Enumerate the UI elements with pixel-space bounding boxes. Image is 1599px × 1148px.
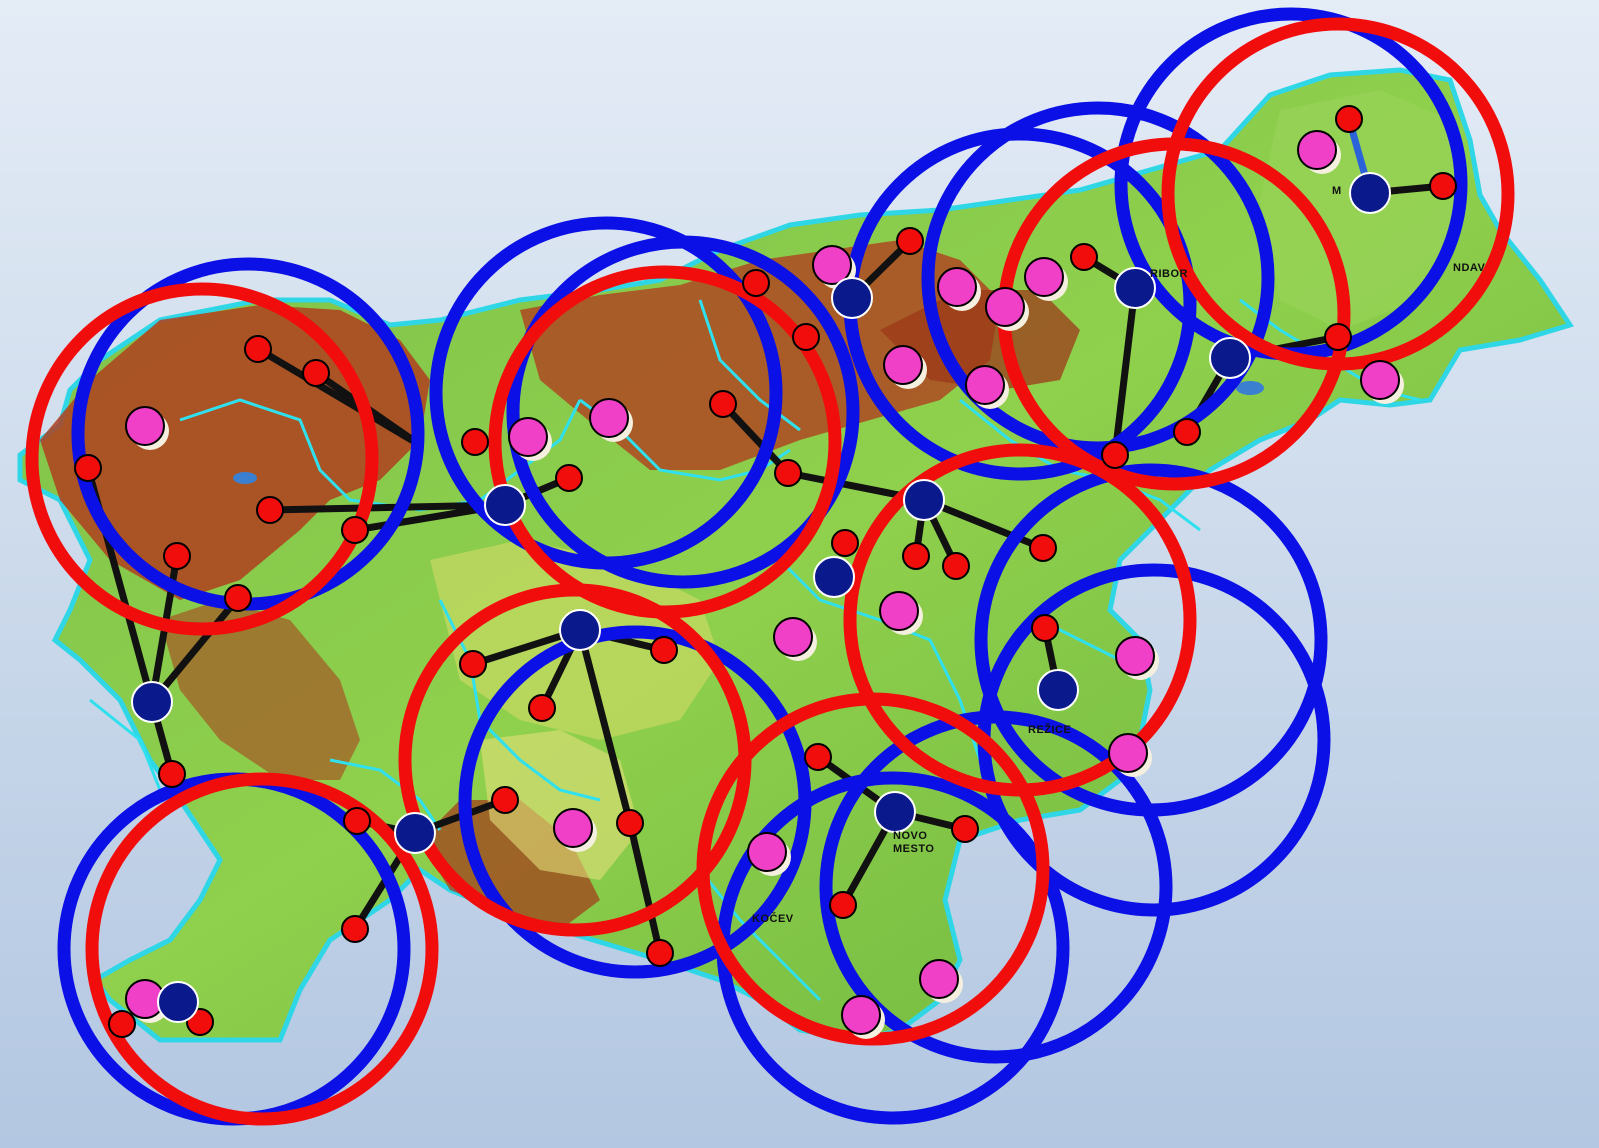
hub-node bbox=[157, 981, 199, 1023]
label-kocevje: KOČEV bbox=[752, 913, 794, 925]
pink-node bbox=[841, 995, 885, 1039]
red-ring bbox=[25, 282, 379, 636]
hub-node bbox=[559, 609, 601, 651]
red-node bbox=[1173, 418, 1201, 446]
red-node bbox=[831, 529, 859, 557]
red-ring bbox=[696, 692, 1050, 1046]
red-node bbox=[74, 454, 102, 482]
hub-node bbox=[1209, 337, 1251, 379]
label-novo-mesto-2: MESTO bbox=[893, 843, 935, 855]
pink-node bbox=[508, 417, 552, 461]
label-brezice: REŽICE bbox=[1028, 724, 1072, 736]
pink-node bbox=[1297, 130, 1341, 174]
red-node bbox=[1335, 105, 1363, 133]
pink-node bbox=[919, 959, 963, 1003]
pink-node bbox=[879, 591, 923, 635]
hub-node bbox=[903, 479, 945, 521]
dolenjska-hills bbox=[480, 730, 640, 880]
karavanke-relief bbox=[520, 240, 1000, 470]
red-node bbox=[616, 809, 644, 837]
hub-node bbox=[484, 484, 526, 526]
label-novo-mesto-1: NOVO bbox=[893, 830, 928, 842]
red-node bbox=[158, 760, 186, 788]
hub-node bbox=[131, 681, 173, 723]
red-node bbox=[646, 939, 674, 967]
pink-node bbox=[985, 287, 1029, 331]
red-ring bbox=[85, 772, 439, 1126]
red-node bbox=[459, 650, 487, 678]
red-node bbox=[108, 1010, 136, 1038]
pink-node bbox=[125, 406, 169, 450]
red-node bbox=[555, 464, 583, 492]
hub-node bbox=[1114, 267, 1156, 309]
red-node bbox=[896, 227, 924, 255]
red-node bbox=[343, 807, 371, 835]
pink-node bbox=[965, 365, 1009, 409]
red-node bbox=[829, 891, 857, 919]
red-node bbox=[256, 496, 284, 524]
lake bbox=[233, 472, 257, 484]
blue-ring bbox=[819, 710, 1173, 1064]
pink-node bbox=[553, 808, 597, 852]
red-node bbox=[244, 335, 272, 363]
pink-node bbox=[773, 617, 817, 661]
red-node bbox=[650, 636, 678, 664]
red-node bbox=[709, 390, 737, 418]
red-node bbox=[224, 584, 252, 612]
pink-node bbox=[747, 832, 791, 876]
red-node bbox=[792, 323, 820, 351]
hub-node bbox=[394, 812, 436, 854]
label-murska: M bbox=[1332, 185, 1342, 197]
lake-ptuj bbox=[1236, 381, 1264, 395]
pink-node bbox=[1360, 360, 1404, 404]
red-node bbox=[1429, 172, 1457, 200]
pink-node bbox=[883, 345, 927, 389]
red-node bbox=[341, 915, 369, 943]
hub-nodes bbox=[131, 172, 1391, 1023]
hub-node bbox=[1037, 669, 1079, 711]
hub-node bbox=[831, 277, 873, 319]
blue-ring bbox=[506, 235, 860, 589]
red-node bbox=[491, 786, 519, 814]
pink-node bbox=[937, 267, 981, 311]
red-node bbox=[804, 743, 832, 771]
hub-node bbox=[874, 791, 916, 833]
pink-node bbox=[589, 398, 633, 442]
red-node bbox=[461, 428, 489, 456]
label-lendava: NDAV bbox=[1453, 262, 1486, 274]
red-nodes bbox=[74, 105, 1457, 1038]
red-node bbox=[1101, 441, 1129, 469]
karst-relief bbox=[160, 600, 360, 780]
label-maribor: RIBOR bbox=[1150, 268, 1188, 280]
red-node bbox=[742, 269, 770, 297]
hub-node bbox=[813, 556, 855, 598]
pink-node bbox=[1108, 733, 1152, 777]
red-node bbox=[774, 459, 802, 487]
red-ring bbox=[1161, 17, 1515, 371]
red-node bbox=[528, 694, 556, 722]
blue-ring bbox=[921, 101, 1275, 455]
hub-node bbox=[1349, 172, 1391, 214]
red-node bbox=[1070, 243, 1098, 271]
red-node bbox=[902, 542, 930, 570]
red-node bbox=[302, 359, 330, 387]
alps-relief bbox=[40, 305, 430, 600]
red-node bbox=[942, 552, 970, 580]
pink-node bbox=[1024, 257, 1068, 301]
red-node bbox=[1324, 323, 1352, 351]
pink-node bbox=[1115, 636, 1159, 680]
red-node bbox=[163, 542, 191, 570]
red-node bbox=[1029, 534, 1057, 562]
red-node bbox=[951, 815, 979, 843]
pink-nodes bbox=[125, 130, 1404, 1039]
red-node bbox=[1031, 614, 1059, 642]
red-node bbox=[341, 516, 369, 544]
